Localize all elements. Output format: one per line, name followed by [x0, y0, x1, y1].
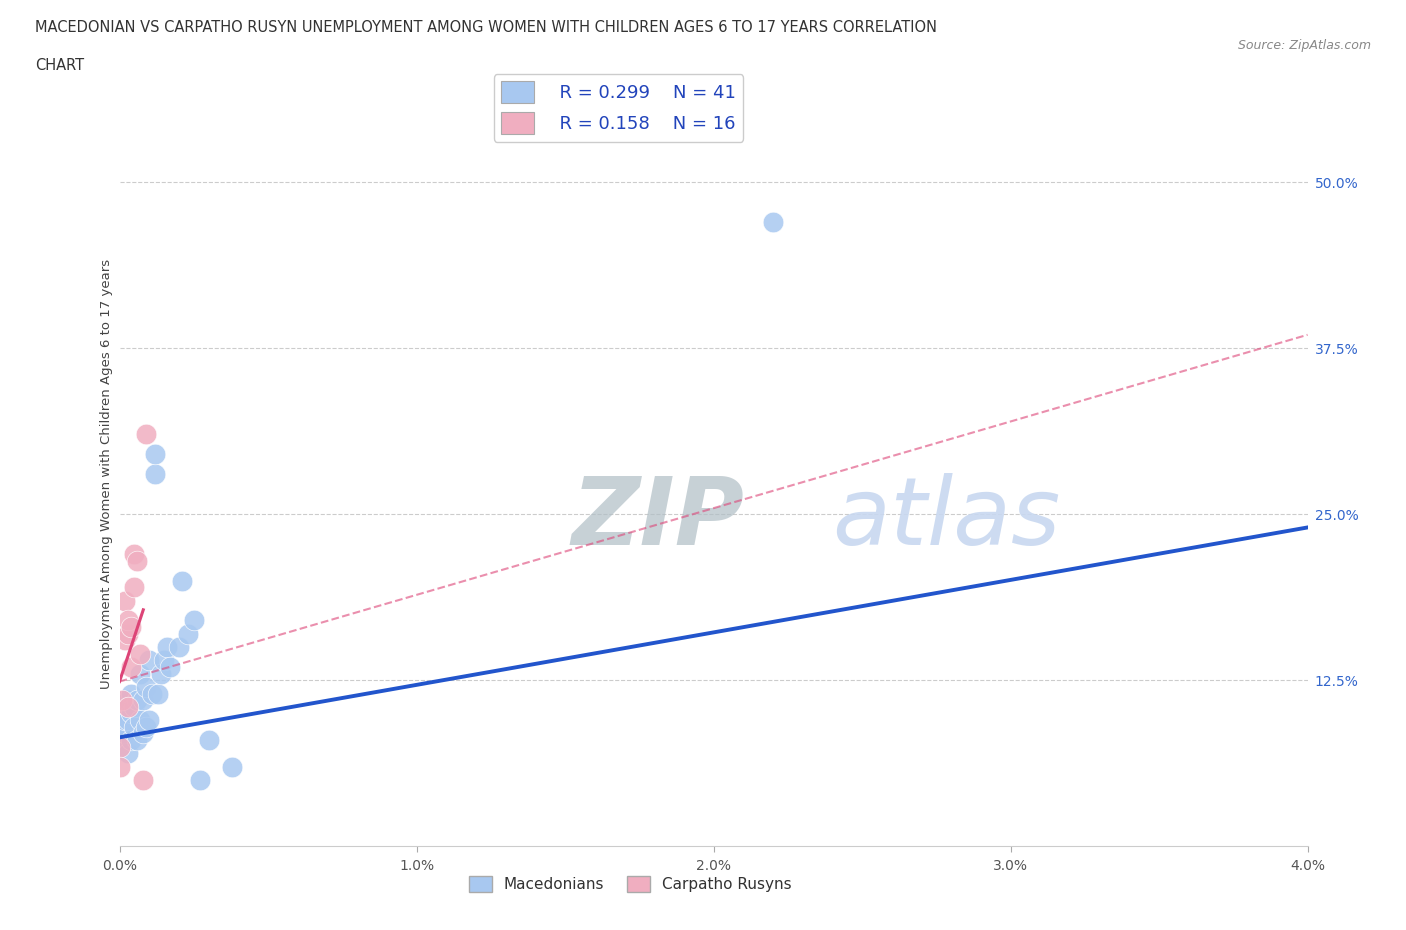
Point — [132, 726, 155, 741]
Point — [127, 733, 149, 748]
Point — [170, 573, 193, 588]
Point — [138, 653, 160, 668]
Point — [124, 579, 146, 594]
Point — [117, 699, 139, 714]
Text: MACEDONIAN VS CARPATHO RUSYN UNEMPLOYMENT AMONG WOMEN WITH CHILDREN AGES 6 TO 17: MACEDONIAN VS CARPATHO RUSYN UNEMPLOYMEN… — [35, 20, 938, 35]
Point — [129, 712, 152, 727]
Point — [114, 693, 136, 708]
Text: Source: ZipAtlas.com: Source: ZipAtlas.com — [1237, 39, 1371, 52]
Point — [127, 693, 149, 708]
Point — [111, 706, 134, 721]
Point — [156, 640, 179, 655]
Point — [132, 693, 155, 708]
Point — [114, 726, 136, 741]
Point — [153, 653, 176, 668]
Point — [132, 773, 155, 788]
Point — [221, 759, 243, 774]
Point — [108, 739, 131, 754]
Point — [143, 467, 166, 482]
Text: atlas: atlas — [832, 473, 1060, 565]
Point — [117, 746, 139, 761]
Point — [177, 626, 200, 641]
Point — [762, 215, 785, 230]
Point — [117, 613, 139, 628]
Point — [114, 633, 136, 648]
Point — [108, 759, 131, 774]
Point — [150, 666, 173, 681]
Point — [108, 719, 131, 734]
Point — [188, 773, 211, 788]
Point — [108, 739, 131, 754]
Point — [124, 547, 146, 562]
Text: ZIP: ZIP — [571, 473, 744, 565]
Point — [135, 680, 157, 695]
Point — [120, 686, 142, 701]
Point — [114, 593, 136, 608]
Point — [111, 693, 134, 708]
Point — [111, 733, 134, 748]
Point — [124, 719, 146, 734]
Point — [124, 699, 146, 714]
Point — [167, 640, 190, 655]
Point — [143, 447, 166, 462]
Point — [120, 619, 142, 634]
Point — [117, 693, 139, 708]
Point — [129, 646, 152, 661]
Point — [117, 626, 139, 641]
Point — [129, 666, 152, 681]
Point — [127, 553, 149, 568]
Point — [141, 686, 163, 701]
Legend: Macedonians, Carpatho Rusyns: Macedonians, Carpatho Rusyns — [463, 870, 799, 898]
Y-axis label: Unemployment Among Women with Children Ages 6 to 17 years: Unemployment Among Women with Children A… — [100, 259, 112, 689]
Point — [120, 733, 142, 748]
Point — [120, 706, 142, 721]
Point — [135, 427, 157, 442]
Text: CHART: CHART — [35, 58, 84, 73]
Point — [138, 712, 160, 727]
Point — [135, 719, 157, 734]
Point — [159, 659, 181, 674]
Point — [183, 613, 205, 628]
Point — [114, 712, 136, 727]
Point — [120, 659, 142, 674]
Point — [117, 712, 139, 727]
Point — [146, 686, 169, 701]
Point — [197, 733, 219, 748]
